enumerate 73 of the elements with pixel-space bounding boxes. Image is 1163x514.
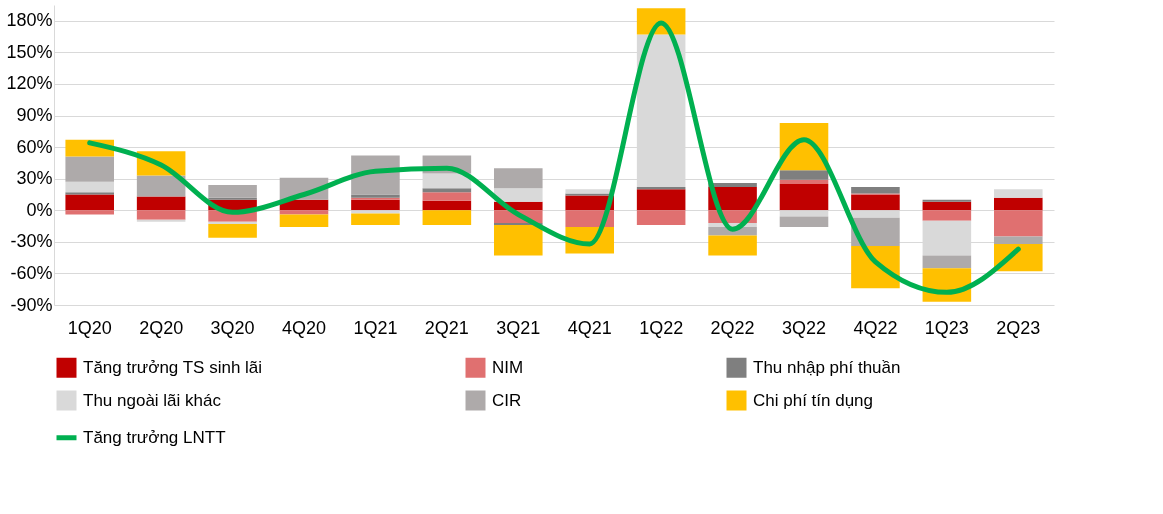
x-tick-label: 4Q21	[567, 317, 612, 338]
bar	[922, 210, 972, 221]
x-tick-label: 2Q20	[139, 317, 184, 338]
y-tick-label: 0%	[26, 199, 53, 220]
x-tick-label: 2Q21	[424, 317, 469, 338]
x-tick-label: 1Q20	[67, 317, 112, 338]
bar	[65, 210, 114, 215]
legend-label: Chi phí tín dụng	[753, 390, 874, 410]
legend-label: Tăng trưởng TS sinh lãi	[83, 357, 263, 377]
bar	[708, 235, 757, 256]
bar	[351, 213, 400, 225]
x-tick-label: 4Q22	[853, 317, 898, 338]
bar	[922, 201, 972, 211]
bar	[351, 199, 400, 211]
bar	[994, 189, 1043, 198]
y-tick-label: 150%	[6, 41, 53, 62]
bar	[494, 188, 543, 202]
bar	[636, 210, 686, 225]
x-tick-label: 1Q22	[639, 317, 684, 338]
x-tick-label: 2Q22	[710, 317, 755, 338]
bar	[994, 197, 1043, 211]
x-tick-label: 4Q20	[281, 317, 327, 338]
bar	[208, 221, 257, 224]
bar	[494, 168, 543, 189]
bar	[636, 187, 686, 190]
x-tick-label: 3Q21	[496, 317, 541, 338]
y-tick-label: 30%	[16, 168, 53, 189]
y-tick-label: 60%	[16, 136, 53, 157]
bar	[208, 197, 257, 200]
bar	[636, 189, 686, 211]
y-tick-label: 90%	[16, 105, 53, 126]
bar	[851, 194, 900, 211]
bar	[779, 170, 829, 180]
bar	[994, 236, 1043, 244]
bar	[422, 188, 472, 193]
bar	[422, 210, 472, 225]
legend-label: Thu nhập phí thuần	[753, 357, 901, 377]
bar	[922, 255, 972, 269]
y-tick-label: -30%	[10, 231, 53, 252]
bar	[208, 185, 257, 198]
x-tick-label: 1Q21	[353, 317, 398, 338]
x-tick-label: 3Q20	[210, 317, 255, 338]
bar	[65, 192, 114, 195]
y-tick-label: -90%	[10, 294, 53, 315]
bar	[65, 156, 114, 182]
legend-label: NIM	[492, 357, 524, 377]
bar	[851, 187, 900, 194]
legend-label: CIR	[492, 390, 522, 410]
bar	[779, 216, 829, 228]
x-tick-label: 3Q22	[781, 317, 827, 338]
bar	[136, 175, 186, 197]
bar	[494, 225, 543, 256]
bar	[65, 181, 114, 193]
bar	[208, 223, 257, 238]
x-tick-label: 2Q23	[996, 317, 1041, 338]
y-tick-label: 180%	[6, 10, 53, 31]
bar	[279, 210, 329, 215]
bar	[136, 210, 186, 220]
y-tick-label: 120%	[6, 73, 53, 94]
bar	[422, 192, 472, 201]
bar	[779, 179, 829, 184]
legend-label: Thu ngoài lãi khác	[83, 390, 222, 410]
bar	[136, 219, 186, 222]
bar	[922, 199, 972, 202]
bar	[279, 214, 329, 228]
x-tick-label: 1Q23	[924, 317, 969, 338]
bar	[994, 210, 1043, 237]
bar	[422, 200, 472, 211]
bar	[136, 196, 186, 211]
y-tick-label: -60%	[10, 262, 53, 283]
legend-label: Tăng trưởng LNTT	[83, 427, 226, 447]
bar	[65, 194, 114, 211]
bar	[779, 183, 829, 211]
